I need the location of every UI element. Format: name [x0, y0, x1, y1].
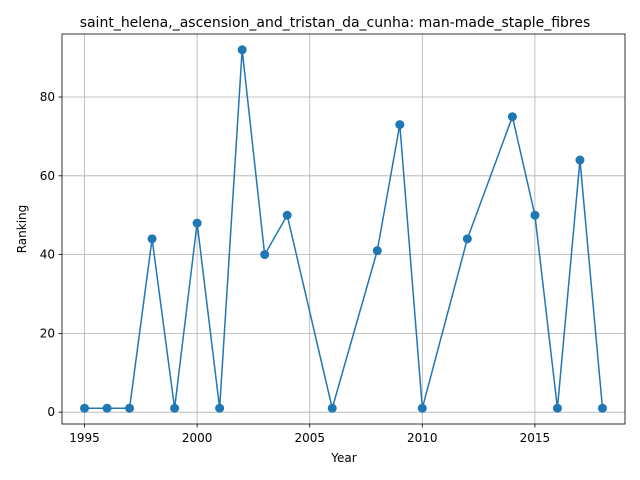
x-tick-label: 2005 — [294, 431, 325, 445]
y-axis: 0 20 40 60 80 — [40, 90, 62, 419]
y-tick-label: 40 — [40, 248, 55, 262]
x-tick-label: 2015 — [520, 431, 551, 445]
y-tick-label: 80 — [40, 90, 55, 104]
y-tick-label: 60 — [40, 169, 55, 183]
data-point — [395, 120, 405, 130]
data-point — [552, 403, 562, 413]
data-point — [282, 210, 292, 220]
chart-title: saint_helena,_ascension_and_tristan_da_c… — [80, 15, 591, 31]
data-point — [147, 234, 157, 244]
data-point — [530, 210, 540, 220]
data-point — [372, 246, 382, 256]
x-tick-label: 2000 — [182, 431, 213, 445]
x-tick-label: 2010 — [407, 431, 438, 445]
data-point — [192, 218, 202, 228]
y-axis-label: Ranking — [15, 205, 29, 254]
data-point — [507, 112, 517, 122]
data-point — [237, 45, 247, 55]
data-point — [462, 234, 472, 244]
data-point — [170, 403, 180, 413]
grid — [62, 34, 625, 424]
data-point — [125, 403, 135, 413]
data-point — [327, 403, 337, 413]
x-axis: 1995 2000 2005 2010 2015 — [69, 424, 550, 445]
data-point — [575, 155, 585, 165]
y-tick-label: 0 — [47, 405, 55, 419]
series-layer — [80, 45, 607, 413]
data-point — [597, 403, 607, 413]
series-line — [84, 49, 604, 409]
data-point — [80, 403, 90, 413]
plot-frame — [61, 33, 626, 425]
y-tick-label: 20 — [40, 326, 55, 340]
x-tick-label: 1995 — [69, 431, 100, 445]
data-point — [260, 250, 270, 260]
data-point — [215, 403, 225, 413]
data-point — [102, 403, 112, 413]
x-axis-label: Year — [330, 451, 356, 465]
data-point — [417, 403, 427, 413]
